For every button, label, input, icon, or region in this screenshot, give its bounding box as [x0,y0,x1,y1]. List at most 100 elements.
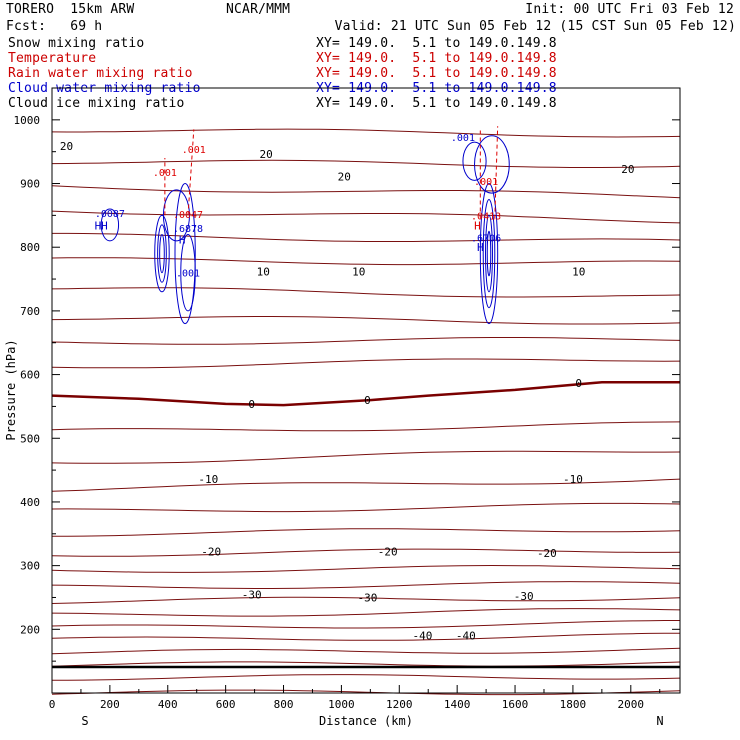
x-end-south: S [81,714,88,728]
rain-water-label: .001 [474,177,498,188]
isotherm-line [51,257,681,266]
isotherm-line [51,421,681,432]
y-tick-label: 700 [20,305,40,318]
isotherm-line [51,661,681,667]
field-rain-name: Rain water mixing ratio [8,66,193,81]
cloud-water-contour [474,135,510,194]
isotherm-line [51,581,681,589]
model-title: TORERO 15km ARW [6,2,135,17]
maximum-marker: H [474,220,481,233]
x-tick-label: 2000 [618,698,645,711]
isotherm-line [51,596,681,604]
cloud-water-contour [174,183,196,325]
y-tick-label: 400 [20,496,40,509]
isotherm-label: 0 [575,377,582,390]
x-tick-label: 1600 [502,698,529,711]
isotherm-line [51,210,681,224]
rain-water-contour [187,129,195,216]
isotherm-line [52,528,681,537]
isotherm-line [51,632,680,641]
rain-water-label: .001 [182,145,206,156]
rain-water-label: .0413 [471,211,501,222]
y-tick-label: 1000 [14,114,41,127]
isotherm-label: 20 [260,148,273,161]
isotherm-label: -30 [514,590,534,603]
isotherm-line [51,478,681,492]
isotherm-line [51,647,681,655]
field-rain-section: XY= 149.0. 5.1 to 149.0.149.8 [316,66,557,81]
plot-frame [51,87,681,694]
cloud-water-label: .6878 [173,224,203,235]
isotherm-label: 20 [338,171,351,184]
isotherm-line [51,689,681,696]
valid-time: Valid: 21 UTC Sun 05 Feb 12 (15 CST Sun … [334,19,736,34]
isotherm-label: 10 [352,265,365,278]
x-end-north: N [656,714,663,728]
cloud-water-label: .0087 [95,209,125,220]
isotherm-label: 0 [364,394,371,407]
cloud-water-contour [159,233,165,274]
isotherm-label: -20 [537,547,557,560]
isotherm-label: -10 [563,473,583,486]
x-tick-label: 400 [158,698,178,711]
x-tick-label: 1400 [444,698,471,711]
maximum-marker: H [477,241,484,254]
isotherm-line [52,232,681,242]
y-axis-label: Pressure (hPa) [4,339,18,440]
forecast-hour: Fcst: 69 h [6,19,103,34]
isotherm-label: -40 [412,630,432,643]
isotherm-label: -30 [358,591,378,604]
isotherm-label: 10 [257,265,270,278]
isotherm-label: 20 [60,140,73,153]
field-cloud-ice-name: Cloud ice mixing ratio [8,96,185,111]
x-axis-label: Distance (km) [319,714,413,728]
center-title: NCAR/MMM [226,2,291,17]
rain-water-label: .001 [153,168,177,179]
isotherm-label: -40 [456,630,476,643]
x-tick-label: 800 [274,698,294,711]
isotherm-label: 0 [248,398,255,411]
cloud-water-contour [157,224,167,283]
y-tick-label: 300 [20,560,40,573]
isotherm-line [51,128,681,138]
isotherm-line [51,185,681,199]
field-temperature-name: Temperature [8,51,97,66]
field-snow-section: XY= 149.0. 5.1 to 149.0.149.8 [316,36,557,51]
isotherm-line [51,608,681,617]
maximum-marker: H [179,234,186,247]
x-tick-label: 1800 [560,698,587,711]
isotherm-label: 20 [621,163,634,176]
x-tick-label: 0 [49,698,56,711]
cloud-water-contour [482,198,496,309]
rain-water-label: .0047 [173,210,203,221]
isotherm-line [51,358,681,369]
isotherm-line [51,620,680,629]
rain-water-contour [494,126,499,219]
cloud-water-contour [100,208,120,242]
isotherm-line [51,337,681,345]
isotherm-line [51,287,681,298]
temperature-contours [51,128,681,696]
init-time: Init: 00 UTC Fri 03 Feb 12 [525,2,734,17]
freezing-level-contour [51,380,680,407]
cloud-water-contour [162,189,190,242]
isotherm-line [51,450,681,464]
isotherm-label: -10 [198,473,218,486]
y-tick-label: 800 [20,241,40,254]
cloud-water-label: .001 [451,133,475,144]
isotherm-label: -20 [201,546,221,559]
x-tick-label: 200 [100,698,120,711]
isotherm-line [51,548,681,557]
field-temperature-section: XY= 149.0. 5.1 to 149.0.149.8 [316,51,557,66]
cloud-water-contour [485,214,493,293]
cloud-water-contour [462,141,487,181]
x-tick-label: 1200 [386,698,413,711]
isotherm-line [51,502,681,513]
cloud-water-label: .001 [176,269,200,280]
contour-labels: -40 -40 -30 -30 -30 -20 -20 -20 -10 -10 0 0 0 10 10 10 2… [60,133,635,643]
cloud-water-contour [180,233,196,312]
x-tick-label: 600 [216,698,236,711]
field-snow-name: Snow mixing ratio [8,36,145,51]
y-tick-label: 600 [20,369,40,382]
